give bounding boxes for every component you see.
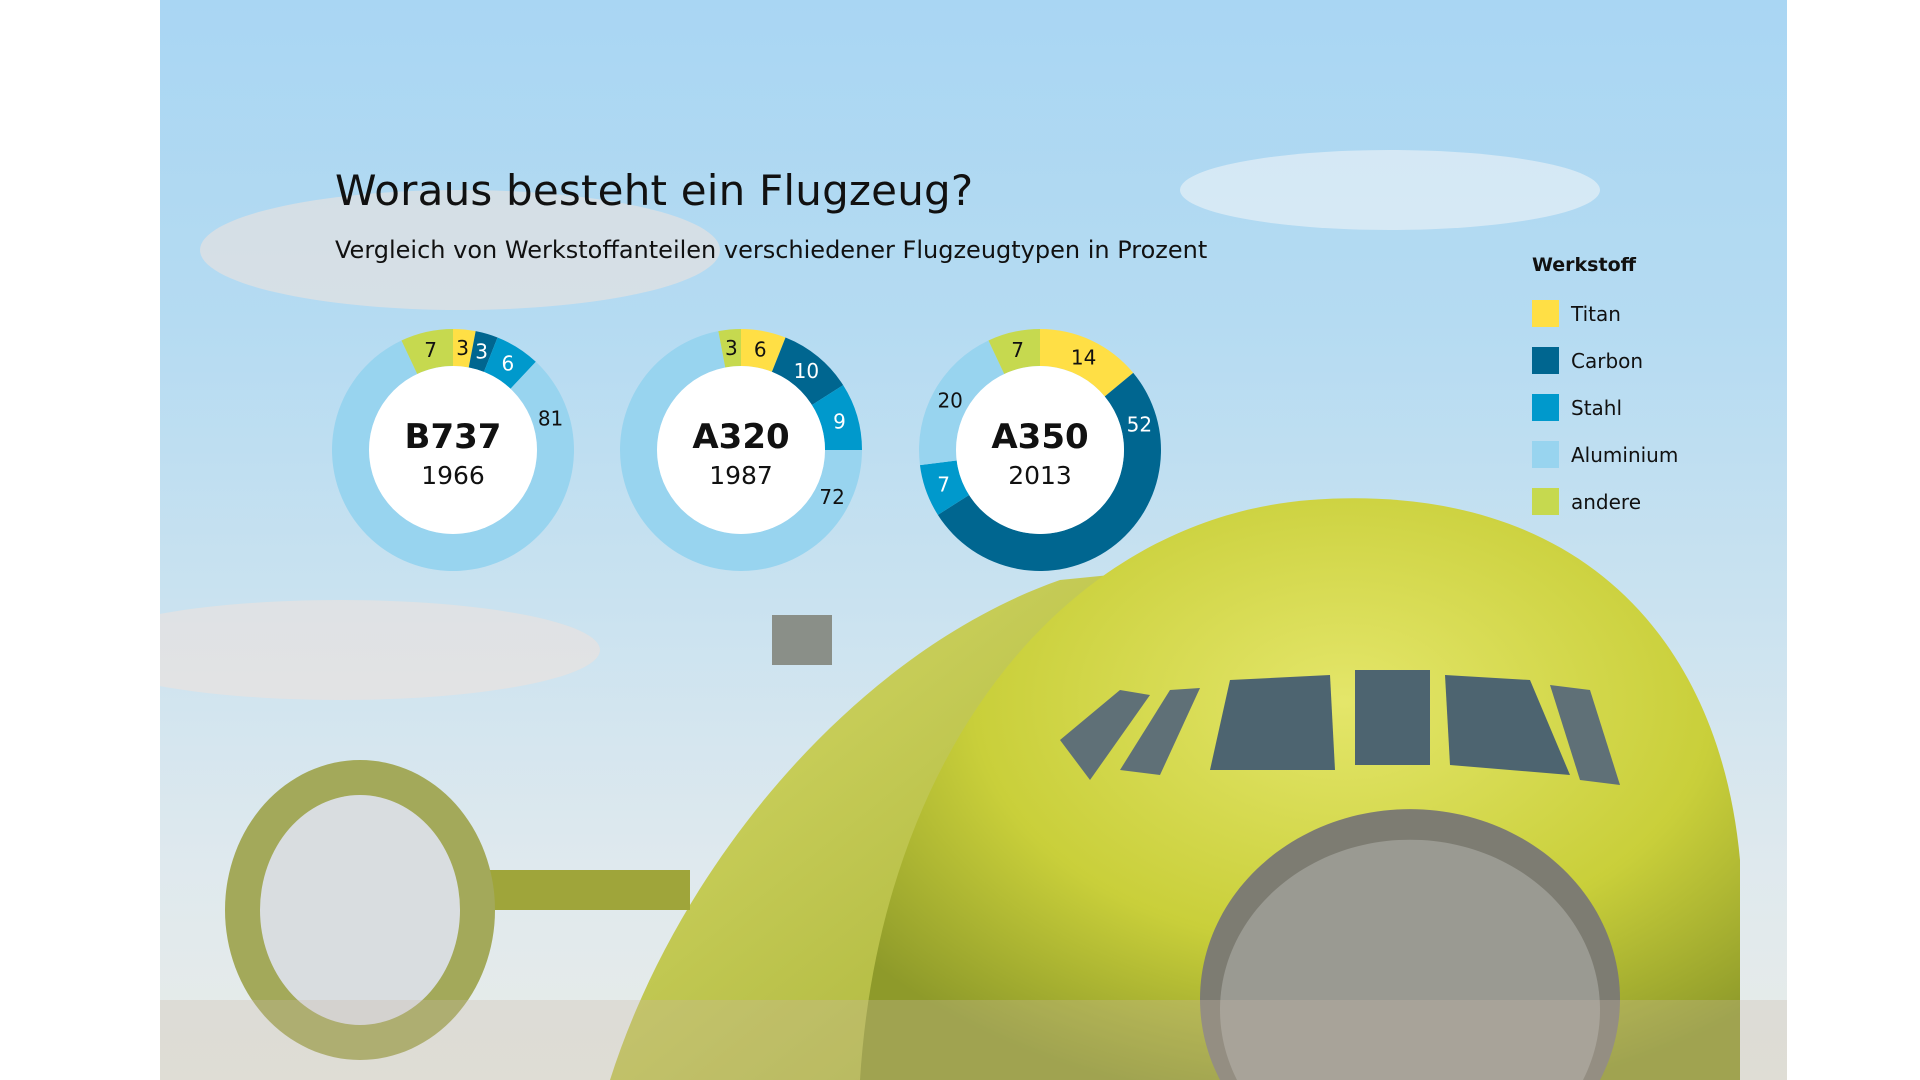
segment-stahl bbox=[919, 460, 970, 515]
chart-subtitle: Vergleich von Werkstoffanteilen verschie… bbox=[335, 236, 1208, 264]
legend-swatch bbox=[1532, 347, 1559, 374]
segment-titan bbox=[453, 329, 476, 368]
legend-swatch bbox=[1532, 300, 1559, 327]
segment-andere bbox=[988, 329, 1040, 374]
segment-carbon bbox=[468, 331, 498, 372]
segment-aluminium bbox=[331, 340, 574, 571]
data-label: 7 bbox=[1011, 338, 1024, 362]
chart-title: Woraus besteht ein Flugzeug? bbox=[335, 166, 974, 215]
segment-carbon bbox=[937, 372, 1161, 571]
data-label: 14 bbox=[1071, 345, 1096, 369]
legend-swatch bbox=[1532, 441, 1559, 468]
aircraft-name: A350 bbox=[991, 417, 1088, 457]
aircraft-name: B737 bbox=[405, 417, 502, 457]
donut-charts: 3 3 6817B73719666109723A320198714527207A35… bbox=[331, 329, 1161, 572]
data-label: 10 bbox=[794, 359, 819, 383]
data-label: 9 bbox=[833, 409, 846, 433]
donut-center bbox=[657, 366, 825, 534]
segment-andere bbox=[718, 329, 741, 368]
segment-aluminium bbox=[919, 340, 1005, 466]
data-label: 52 bbox=[1127, 413, 1152, 437]
data-label: 3 bbox=[456, 336, 469, 360]
legend-swatch bbox=[1532, 394, 1559, 421]
data-label: 7 bbox=[937, 473, 950, 497]
segment-andere bbox=[401, 329, 453, 374]
segment-titan bbox=[1040, 329, 1134, 397]
legend-item-stahl: Stahl bbox=[1532, 384, 1678, 431]
infographic-panel: Woraus besteht ein Flugzeug? Vergleich v… bbox=[160, 0, 1787, 1080]
legend-title: Werkstoff bbox=[1532, 254, 1637, 276]
airplane-background-image bbox=[160, 150, 1787, 1080]
data-label: 81 bbox=[538, 407, 563, 431]
segment-titan bbox=[741, 329, 786, 372]
aircraft-year: 1966 bbox=[421, 461, 485, 490]
legend-item-andere: andere bbox=[1532, 478, 1678, 525]
legend-item-carbon: Carbon bbox=[1532, 337, 1678, 384]
aircraft-year: 2013 bbox=[1008, 461, 1072, 490]
legend-item-titan: Titan bbox=[1532, 290, 1678, 337]
segment-stahl bbox=[483, 337, 536, 389]
data-label: 3 bbox=[475, 340, 488, 364]
segment-stahl bbox=[811, 385, 862, 450]
legend-item-aluminium: Aluminium bbox=[1532, 431, 1678, 478]
data-label: 6 bbox=[502, 351, 515, 375]
legend: Werkstoff Titan Carbon Stahl Aluminium a… bbox=[1532, 254, 1678, 525]
data-label: 20 bbox=[937, 389, 962, 413]
donut-center bbox=[369, 366, 537, 534]
donut-a350: 14 52 7 20 7 A350 2013 bbox=[919, 329, 1161, 571]
donut-center bbox=[956, 366, 1124, 534]
data-label: 3 bbox=[725, 336, 738, 360]
data-label: 6 bbox=[754, 337, 767, 361]
aircraft-year: 1987 bbox=[709, 461, 773, 490]
data-label: 72 bbox=[819, 485, 844, 509]
segment-aluminium bbox=[620, 331, 863, 572]
segment-carbon bbox=[771, 337, 844, 405]
donut-a320: 6 10 9 72 3 A320 1987 bbox=[620, 329, 863, 572]
legend-swatch bbox=[1532, 488, 1559, 515]
aircraft-name: A320 bbox=[692, 417, 789, 457]
data-label: 7 bbox=[424, 338, 437, 362]
